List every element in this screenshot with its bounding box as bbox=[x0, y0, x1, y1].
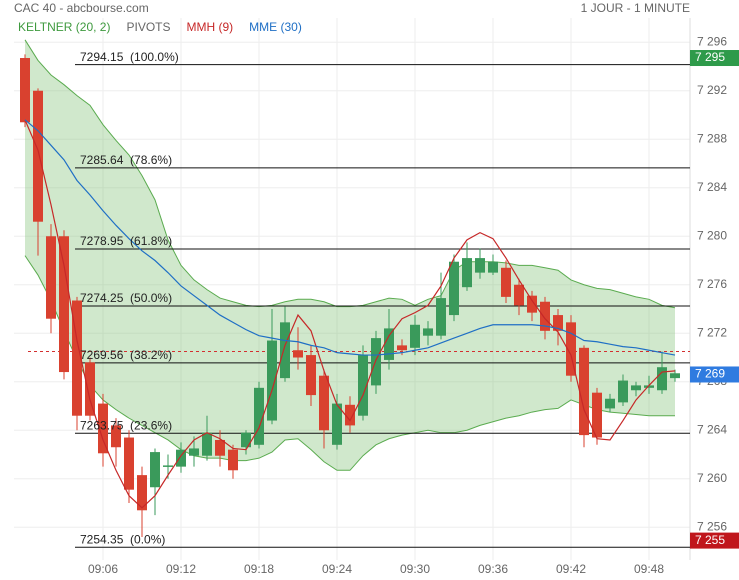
candle-body bbox=[306, 355, 316, 396]
candle-body bbox=[579, 347, 589, 436]
candle-body bbox=[449, 261, 459, 316]
candle-body bbox=[59, 236, 69, 373]
price-tag bbox=[690, 50, 739, 67]
y-tick-label: 7 288 bbox=[697, 131, 727, 145]
candle-body bbox=[410, 324, 420, 348]
x-tick-label: 09:18 bbox=[244, 562, 274, 576]
legend-entry: PIVOTS bbox=[126, 20, 170, 34]
candle-body bbox=[241, 432, 251, 448]
legend-entry: KELTNER (20, 2) bbox=[18, 20, 110, 34]
moving-average bbox=[24, 119, 676, 356]
legend-entry: MMH (9) bbox=[187, 20, 234, 34]
legend-entry: MME (30) bbox=[249, 20, 302, 34]
candle-body bbox=[553, 315, 563, 331]
candle-body bbox=[566, 322, 576, 376]
candle-body bbox=[540, 301, 550, 331]
price-tag-label: 7 255 bbox=[695, 533, 725, 547]
candle-body bbox=[163, 465, 173, 467]
candle-body bbox=[670, 373, 680, 379]
candle-body bbox=[397, 345, 407, 351]
fib-label: 7278.95 (61.8%) bbox=[80, 234, 172, 248]
fib-label: 7285.64 (78.6%) bbox=[80, 153, 172, 167]
x-tick-label: 09:12 bbox=[166, 562, 196, 576]
y-tick-label: 7 260 bbox=[697, 471, 727, 485]
candle-body bbox=[488, 261, 498, 273]
candle-body bbox=[254, 387, 264, 445]
moving-average bbox=[24, 119, 676, 509]
y-tick-label: 7 276 bbox=[697, 277, 727, 291]
candle-body bbox=[527, 295, 537, 313]
candle-body bbox=[423, 328, 433, 336]
y-tick-label: 7 272 bbox=[697, 325, 727, 339]
candle-body bbox=[20, 58, 30, 123]
x-tick-label: 09:48 bbox=[634, 562, 664, 576]
price-tag-label: 7 295 bbox=[695, 50, 725, 64]
candle-body bbox=[33, 90, 43, 222]
candle-body bbox=[85, 362, 95, 416]
y-tick-label: 7 284 bbox=[697, 180, 727, 194]
candle-body bbox=[332, 403, 342, 445]
candle-body bbox=[202, 432, 212, 456]
candle-body bbox=[124, 437, 134, 490]
y-tick-label: 7 264 bbox=[697, 422, 727, 436]
price-tag-label: 7 269 bbox=[695, 367, 725, 381]
candle-body bbox=[631, 385, 641, 391]
candle-body bbox=[514, 284, 524, 306]
candle-body bbox=[371, 338, 381, 386]
candle-body bbox=[72, 300, 82, 416]
candle-body bbox=[215, 439, 225, 456]
fib-label: 7269.56 (38.2%) bbox=[80, 348, 172, 362]
candle-body bbox=[111, 425, 121, 448]
fib-label: 7263.75 (23.6%) bbox=[80, 418, 172, 432]
candle-body bbox=[501, 267, 511, 297]
candle-body bbox=[137, 475, 147, 511]
candle-body bbox=[605, 398, 615, 409]
price-tag bbox=[690, 532, 739, 549]
x-tick-label: 09:36 bbox=[478, 562, 508, 576]
candle-body bbox=[176, 449, 186, 467]
chart-title: CAC 40 - abcbourse.com bbox=[14, 1, 149, 15]
x-tick-label: 09:30 bbox=[400, 562, 430, 576]
candle-body bbox=[358, 355, 368, 416]
plot bbox=[20, 39, 690, 548]
y-tick-label: 7 280 bbox=[697, 228, 727, 242]
y-tick-label: 7 292 bbox=[697, 83, 727, 97]
candle-body bbox=[280, 322, 290, 379]
x-tick-label: 09:24 bbox=[322, 562, 352, 576]
candle-body bbox=[46, 236, 56, 319]
candle-body bbox=[592, 392, 602, 438]
candle-body bbox=[98, 403, 108, 454]
chart-subtitle: 1 JOUR - 1 MINUTE bbox=[581, 1, 690, 15]
candle-body bbox=[657, 367, 667, 391]
fib-label: 7294.15 (100.0%) bbox=[80, 50, 179, 64]
candle-body bbox=[462, 258, 472, 288]
fib-label: 7254.35 (0.0%) bbox=[80, 532, 165, 546]
candle-body bbox=[618, 380, 628, 403]
candle-body bbox=[475, 258, 485, 273]
y-tick-label: 7 296 bbox=[697, 34, 727, 48]
candle-body bbox=[228, 449, 238, 471]
x-tick-label: 09:06 bbox=[88, 562, 118, 576]
y-tick-label: 7 256 bbox=[697, 519, 727, 533]
price-tag bbox=[690, 366, 739, 383]
candle-body bbox=[436, 298, 446, 336]
candle-body bbox=[644, 385, 654, 388]
candle-body bbox=[345, 404, 355, 426]
candle-body bbox=[319, 375, 329, 431]
keltner-lower bbox=[24, 255, 675, 471]
x-tick-label: 09:42 bbox=[556, 562, 586, 576]
keltner-upper bbox=[24, 39, 676, 309]
candle-body bbox=[293, 350, 303, 358]
fib-label: 7274.25 (50.0%) bbox=[80, 291, 172, 305]
candle-body bbox=[189, 448, 199, 456]
candle-body bbox=[267, 340, 277, 421]
candle-body bbox=[150, 452, 160, 488]
candle-body bbox=[384, 328, 394, 360]
